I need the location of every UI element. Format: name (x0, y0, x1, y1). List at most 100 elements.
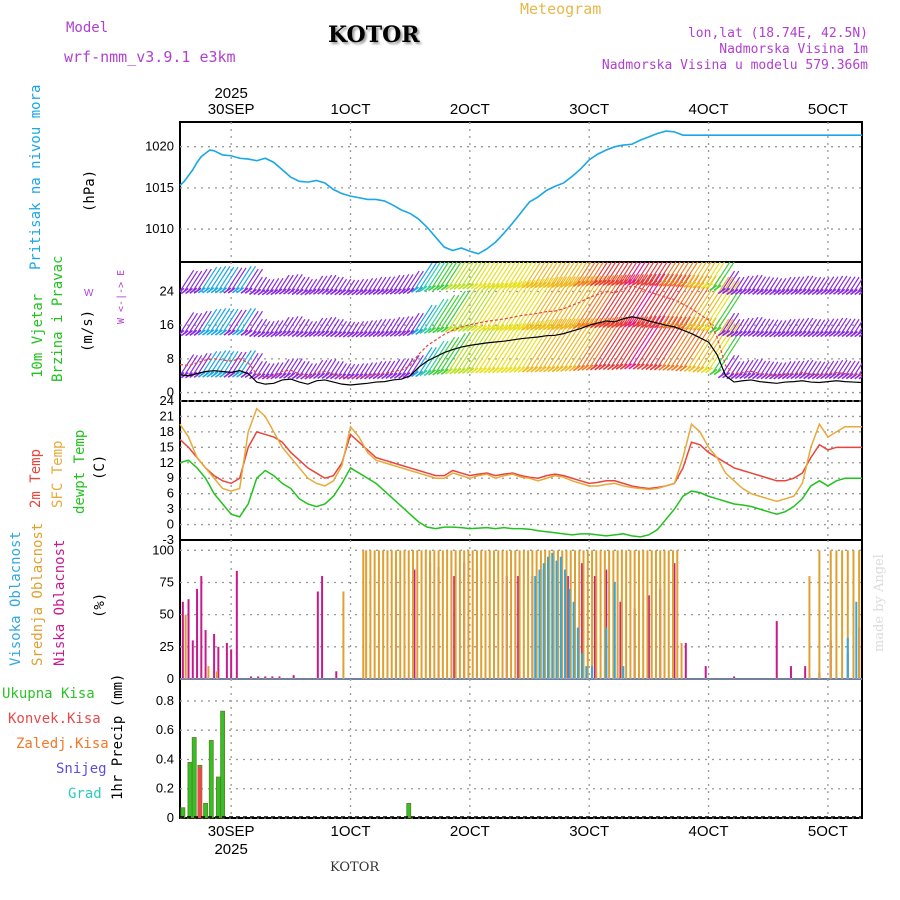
wind-barb (537, 276, 572, 329)
wind-barb-flag (445, 368, 454, 375)
wind-barb (494, 262, 512, 287)
wind-barb (729, 318, 741, 335)
wind-barb-flag (530, 282, 539, 289)
wind-barb-flag (764, 288, 773, 296)
wind-barb (490, 280, 523, 329)
cloud-bar (488, 550, 491, 679)
cloud-bar (416, 550, 419, 679)
wind-barb-flag (747, 288, 756, 295)
wind-barb (746, 274, 759, 293)
wind-barb-flag (240, 287, 249, 294)
top-year-label: 2025 (214, 85, 247, 102)
wind-barb-flag (257, 289, 266, 296)
wind-barb (341, 278, 352, 294)
wind-barb-flag (278, 288, 287, 295)
wind-barb-flag (214, 371, 223, 378)
bottom-year-label: 2025 (214, 841, 247, 858)
wind-barb (396, 273, 410, 293)
wind-barb-flag (832, 288, 841, 295)
wind-barb (396, 316, 410, 335)
wind-barb (835, 275, 848, 293)
cloud-bar (581, 563, 584, 679)
wind-barb (852, 320, 862, 335)
cloud-bar (559, 556, 562, 679)
cloud-bar (642, 550, 645, 679)
cloud-bar (673, 563, 676, 679)
wind-barb-flag (389, 372, 398, 380)
cloud-bar (612, 550, 615, 679)
wind-barb-flag (334, 289, 343, 296)
cloud-bar (213, 633, 216, 679)
wind-barb-flag (312, 288, 321, 295)
cloud-bar (437, 550, 440, 679)
cloud-bar (321, 576, 324, 679)
wind-barb-flag (261, 373, 270, 380)
wind-barb-flag (756, 288, 765, 296)
wind-barb-flag (453, 283, 462, 290)
cloud-bar (576, 627, 579, 679)
wind-barb-flag (730, 288, 739, 296)
cloud-bar (403, 550, 406, 679)
wind-barb (780, 276, 792, 293)
cloud-ytick-label: 50 (160, 607, 174, 622)
wind-barb-flag (709, 368, 718, 376)
cloud-bar (605, 569, 608, 679)
wind-barb-flag (325, 330, 334, 338)
wind-barb-flag (769, 373, 777, 380)
wind-barb (183, 355, 198, 377)
wind-barb-flag (381, 372, 390, 380)
cloud-bar (200, 576, 203, 679)
cloud-bar (808, 576, 811, 679)
wind-barb-flag (304, 289, 313, 296)
wind-barb (695, 318, 730, 371)
wind-barb (716, 334, 742, 373)
wind-barb (699, 262, 717, 287)
wind-barb (409, 312, 424, 334)
wind-barb (448, 330, 476, 373)
wind-barb-flag (850, 288, 858, 296)
wind-barb (767, 361, 779, 378)
cloud-bar (573, 550, 576, 679)
wind-barb-flag (342, 289, 351, 296)
wind-barb-flag (368, 330, 377, 338)
wind-barb (857, 284, 862, 293)
wind-barb-flag (568, 365, 577, 372)
wind-ytick-label: 0 (167, 385, 174, 400)
wind-barb (746, 316, 759, 335)
wind-barb-flag (253, 288, 262, 296)
wind-barb-flag (291, 373, 300, 380)
wind-barb-flag (432, 284, 441, 292)
wind-barb-flag (632, 279, 641, 286)
wind-barb-flag (342, 373, 351, 380)
wind-barb (192, 310, 208, 334)
wind-barb (708, 262, 726, 287)
wind-barb (639, 262, 655, 284)
wind-barb-flag (828, 372, 837, 380)
cloud-bar (204, 630, 207, 679)
wind-barb-flag (581, 280, 590, 287)
wind-barb (627, 262, 642, 283)
wind-barb-flag (321, 330, 330, 337)
wind-barb (290, 273, 303, 293)
wind-barb (759, 276, 771, 293)
wind-barb-flag (611, 363, 620, 371)
wind-barb (396, 358, 410, 377)
wind-barb-flag (773, 331, 782, 338)
wind-barb-flag (491, 282, 500, 290)
wind-barb (814, 277, 826, 293)
wind-barb (763, 277, 775, 293)
wind-barb-flag (287, 288, 296, 295)
wind-barb-flag (811, 373, 820, 380)
temp-ytick-label: 6 (167, 486, 174, 501)
wind-barb-flag (730, 330, 739, 338)
wind-barb (686, 262, 703, 286)
wind-barb (742, 275, 754, 293)
wind-barb (541, 262, 559, 286)
wind-barb (367, 362, 378, 378)
wind-barb (482, 323, 514, 372)
wind-barb-flag (828, 288, 837, 295)
precip-bar (191, 737, 197, 819)
wind-barb-flag (722, 329, 731, 337)
wind-barb (708, 280, 740, 329)
wind-barb-flag (359, 331, 368, 338)
